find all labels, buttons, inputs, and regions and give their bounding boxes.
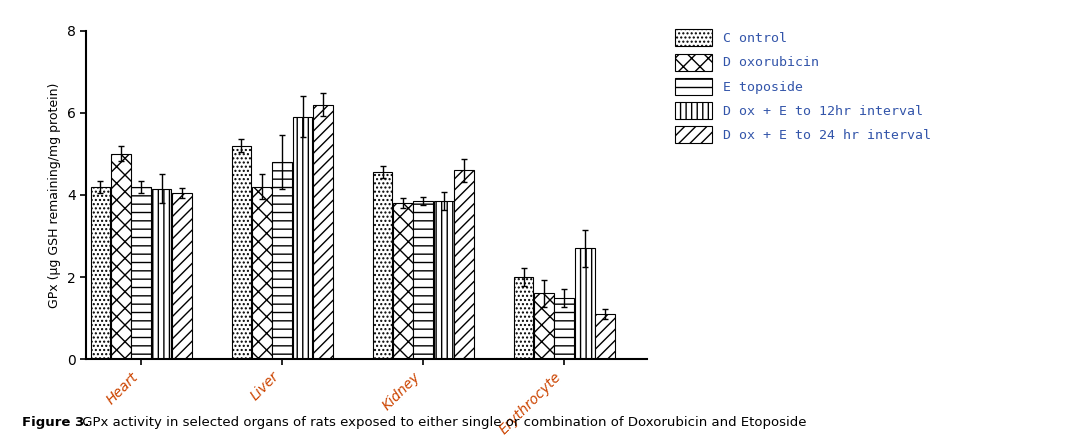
Bar	[372, 172, 393, 359]
Y-axis label: GPx (µg GSH remaining/mg protein): GPx (µg GSH remaining/mg protein)	[49, 82, 62, 307]
Bar	[514, 277, 533, 359]
Bar	[413, 201, 433, 359]
Legend: C ontrol, D oxorubicin, E toposide, D ox + E to 12hr interval, D ox + E to 24 hr: C ontrol, D oxorubicin, E toposide, D ox…	[670, 24, 935, 148]
Bar	[152, 189, 172, 359]
Bar	[596, 314, 615, 359]
Bar	[252, 187, 272, 359]
Bar	[454, 170, 474, 359]
Bar	[575, 248, 595, 359]
Bar	[172, 193, 192, 359]
Bar	[132, 187, 151, 359]
Bar	[111, 154, 131, 359]
Text: Figure 3.: Figure 3.	[22, 416, 88, 429]
Bar	[393, 203, 413, 359]
Bar	[91, 187, 110, 359]
Bar	[434, 201, 453, 359]
Bar	[313, 105, 332, 359]
Text: GPx activity in selected organs of rats exposed to either single or combination : GPx activity in selected organs of rats …	[78, 416, 806, 429]
Bar	[534, 293, 554, 359]
Bar	[232, 145, 251, 359]
Bar	[292, 117, 313, 359]
Bar	[555, 297, 574, 359]
Bar	[272, 162, 292, 359]
